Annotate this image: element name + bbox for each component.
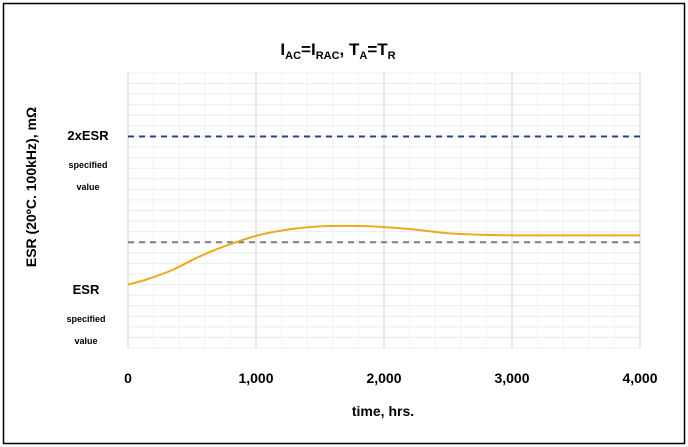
reference-lines (128, 135, 640, 244)
esr-series-line (127, 224, 641, 286)
annotation-2xesr-specified: specified (68, 160, 107, 170)
chart-title: IAC=IRAC, TA=TR (280, 40, 395, 62)
x-tick-label: 4,000 (622, 370, 657, 386)
x-tick-label: 1,000 (238, 370, 273, 386)
annotation-2xesr: 2xESR (67, 128, 109, 143)
annotation-esr: ESR (73, 282, 100, 297)
x-axis-label: time, hrs. (352, 403, 414, 419)
x-tick-label: 0 (124, 370, 132, 386)
x-tick-label: 2,000 (366, 370, 401, 386)
series-layer (127, 224, 641, 286)
annotation-esr-value: value (74, 336, 97, 346)
grid-major (127, 73, 641, 348)
annotation-esr-specified: specified (66, 314, 105, 324)
y-axis-label: ESR (20ºC. 100kHz), mΩ (23, 107, 39, 267)
annotation-2xesr-value: value (76, 182, 99, 192)
x-tick-labels: 0 1,000 2,000 3,000 4,000 (124, 370, 658, 386)
x-tick-label: 3,000 (494, 370, 529, 386)
